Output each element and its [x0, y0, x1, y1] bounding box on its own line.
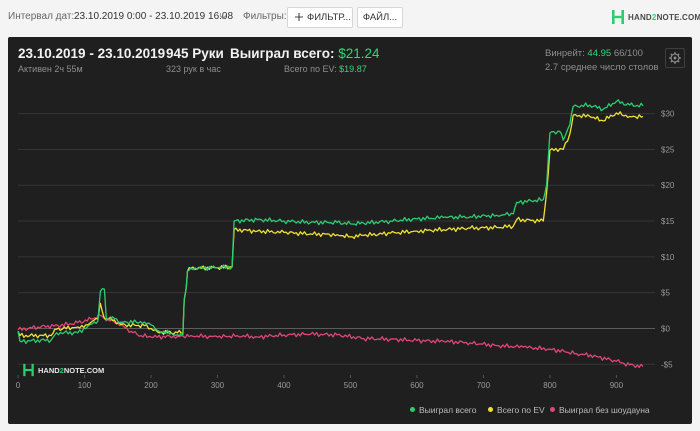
legend-label-ev: Всего по EV: [497, 405, 545, 415]
x-tick-label: 0: [16, 381, 21, 390]
settings-gear-icon[interactable]: [665, 48, 685, 68]
brand-text-two: 2: [651, 13, 657, 22]
x-tick-label: 100: [78, 381, 92, 390]
plus-icon: [295, 13, 303, 21]
watermark-text-post: NOTE.COM: [63, 366, 105, 375]
x-tick-label: 700: [477, 381, 491, 390]
x-tick-label: 400: [277, 381, 291, 390]
file-button-label: ФАЙЛ...: [362, 12, 398, 23]
winrate-value: 44.95: [587, 48, 612, 59]
hands-per-hour: 323 рук в час: [166, 64, 221, 74]
y-tick-label: $20: [661, 181, 675, 190]
won-total-value: $21.24: [338, 46, 380, 61]
watermark-text-pre: HAND: [38, 366, 60, 375]
winrate: Винрейт: 44.95 66/100: [545, 48, 643, 59]
legend-item-won[interactable]: Выиграл всего: [410, 405, 476, 417]
legend-dot-no-showdown: [550, 407, 555, 412]
x-tick-label: 800: [543, 381, 557, 390]
y-tick-label: $30: [661, 110, 675, 119]
y-tick-label: $5: [661, 289, 670, 298]
legend-dot-ev: [488, 407, 493, 412]
winrate-label: Винрейт:: [545, 48, 585, 59]
x-tick-label: 600: [410, 381, 424, 390]
hand2note-logo-icon: [612, 10, 624, 24]
filters-label: Фильтры:: [243, 11, 287, 22]
won-total-label: Выиграл всего:: [230, 46, 335, 61]
series-line-0: [17, 99, 644, 345]
avg-tables: 2.7 среднее число столов: [545, 62, 659, 73]
y-tick-label: -$5: [661, 360, 673, 369]
brand-text-post: NOTE.COM: [656, 13, 700, 22]
date-interval-select[interactable]: 23.10.2019 0:00 - 23.10.2019 16:08: [74, 11, 234, 22]
brand-text-pre: HAND: [628, 13, 652, 22]
file-button[interactable]: ФАЙЛ...: [357, 7, 403, 28]
date-range: 23.10.2019 - 23.10.2019: [18, 46, 166, 61]
filter-button-label: ФИЛЬТР...: [307, 12, 351, 23]
hand2note-watermark-icon: [23, 363, 34, 377]
x-tick-label: 900: [610, 381, 624, 390]
profit-chart: -$5 $0 $5 $10 $15 $20 $25 $30 0 100 200 300 400 500 60…: [16, 99, 675, 390]
x-tick-label: 300: [211, 381, 225, 390]
legend-label-won: Выиграл всего: [419, 405, 477, 415]
legend-label-no-showdown: Выиграл без шоудауна: [559, 405, 650, 415]
graph-panel: 23.10.2019 - 23.10.2019 Активен 2ч 55м 9…: [8, 37, 692, 424]
active-time: Активен 2ч 55м: [18, 64, 83, 74]
series-line-1: [17, 111, 644, 339]
y-tick-label: $15: [661, 217, 675, 226]
ev-total: Всего по EV: $19.87: [284, 64, 367, 74]
legend-dot-won: [410, 407, 415, 412]
ev-total-label: Всего по EV:: [284, 64, 337, 74]
toolbar: Интервал дат: 23.10.2019 0:00 - 23.10.20…: [0, 0, 700, 36]
y-tick-label: $25: [661, 145, 675, 154]
y-tick-label: $0: [661, 324, 670, 333]
legend-item-no-showdown[interactable]: Выиграл без шоудауна: [550, 405, 650, 417]
x-tick-label: 200: [144, 381, 158, 390]
winrate-hands: 66/100: [613, 48, 643, 59]
chevron-down-icon[interactable]: [219, 13, 227, 21]
won-total: Выиграл всего: $21.24: [230, 46, 380, 61]
x-tick-label: 500: [344, 381, 358, 390]
watermark-text-two: 2: [59, 366, 64, 375]
interval-label: Интервал дат:: [8, 11, 75, 22]
ev-total-value: $19.87: [339, 64, 367, 74]
series-line-2: [17, 313, 644, 369]
hands-count: 945 Руки: [166, 46, 224, 61]
y-tick-label: $10: [661, 253, 675, 262]
filter-button[interactable]: ФИЛЬТР...: [287, 7, 353, 28]
legend-item-ev[interactable]: Всего по EV: [488, 405, 545, 417]
